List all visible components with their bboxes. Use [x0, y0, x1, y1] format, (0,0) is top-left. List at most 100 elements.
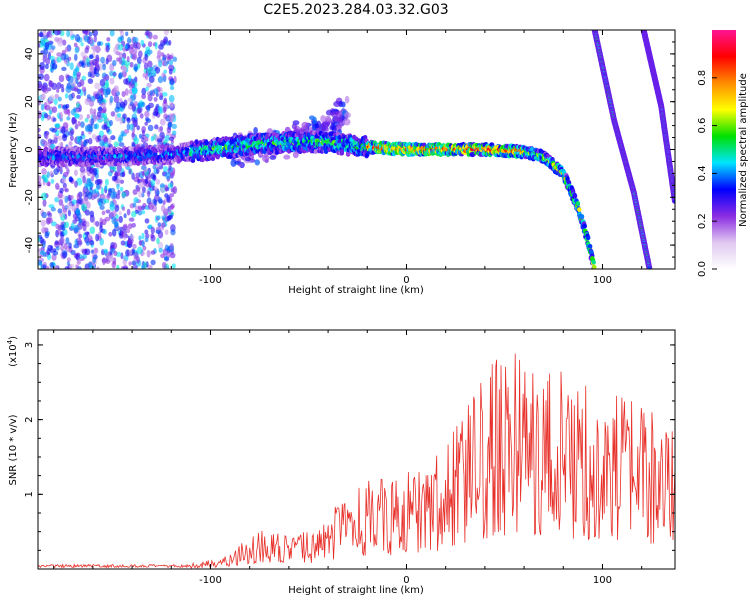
noise-blob [166, 126, 172, 134]
trace-blob [577, 207, 582, 213]
noise-blob [109, 187, 116, 193]
noise-blob [55, 123, 61, 129]
noise-blob [64, 46, 69, 52]
noise-blob [64, 266, 70, 269]
noise-blob [62, 171, 69, 178]
noise-blob [112, 71, 117, 77]
noise-blob [171, 130, 177, 136]
noise-blob [171, 263, 176, 269]
noise-blob [168, 206, 172, 215]
noise-blob [38, 99, 42, 106]
noise-blob [99, 204, 105, 211]
noise-blob [169, 114, 175, 122]
noise-blob [102, 134, 108, 142]
noise-blob [134, 66, 138, 73]
branch-blob [283, 154, 291, 160]
noise-blob [58, 111, 63, 120]
noise-blob [116, 183, 120, 190]
noise-blob [143, 62, 149, 70]
noise-blob [54, 240, 59, 246]
noise-blob [144, 178, 148, 185]
noise-blob [114, 204, 120, 212]
snr-multiplier-label: (x10 [8, 344, 19, 367]
noise-blob [122, 258, 127, 266]
trace-blob [160, 144, 165, 150]
noise-blob [87, 261, 93, 268]
noise-blob [118, 57, 123, 65]
noise-blob [47, 244, 53, 252]
noise-blob [123, 213, 127, 219]
noise-blob [59, 187, 64, 194]
noise-blob [136, 184, 140, 192]
noise-blob [138, 190, 143, 198]
branch-blob [318, 124, 326, 132]
noise-blob [61, 177, 67, 183]
trace-blob [575, 201, 581, 206]
noise-blob [113, 141, 119, 148]
noise-blob [138, 235, 142, 241]
noise-blob [65, 103, 70, 109]
noise-blob [116, 112, 122, 118]
noise-blob [119, 30, 123, 34]
noise-blob [157, 241, 164, 250]
noise-blob [159, 118, 166, 126]
noise-blob [101, 210, 106, 216]
noise-blob [43, 38, 49, 44]
noise-blob [126, 56, 130, 62]
noise-blob [108, 231, 113, 237]
noise-blob [81, 131, 85, 136]
noise-blob [118, 210, 122, 216]
noise-blob [169, 252, 176, 259]
noise-blob [126, 123, 131, 131]
noise-blob [146, 49, 153, 55]
noise-blob [85, 197, 89, 205]
noise-blob [99, 238, 104, 246]
noise-blob [77, 120, 81, 127]
trace-blob [200, 157, 205, 163]
noise-blob [109, 203, 115, 211]
noise-blob [132, 188, 138, 196]
noise-blob [166, 215, 171, 222]
noise-blob [162, 38, 168, 44]
noise-blob [94, 82, 101, 90]
noise-blob [61, 251, 68, 259]
noise-blob [141, 232, 145, 240]
branch-blob [312, 116, 318, 125]
branch-blob [230, 159, 237, 167]
noise-blob [71, 81, 76, 88]
noise-blob [144, 110, 150, 118]
noise-blob [155, 178, 161, 185]
noise-blob [121, 90, 126, 98]
noise-blob [119, 101, 126, 109]
noise-blob [118, 142, 125, 147]
noise-blob [58, 135, 63, 141]
noise-blob [73, 85, 79, 92]
noise-blob [147, 124, 154, 132]
noise-blob [41, 139, 46, 145]
noise-blob [89, 36, 94, 45]
noise-blob [109, 191, 116, 200]
noise-blob [125, 249, 130, 257]
noise-blob [76, 135, 81, 144]
noise-blob [82, 175, 86, 184]
noise-blob [129, 234, 135, 240]
noise-blob [102, 106, 107, 114]
noise-blob [87, 124, 93, 132]
noise-blob [144, 237, 149, 243]
noise-blob [136, 246, 143, 255]
noise-blob [160, 39, 164, 47]
noise-blob [93, 108, 97, 115]
noise-blob [38, 73, 44, 80]
noise-blob [92, 45, 97, 53]
noise-blob [92, 189, 97, 195]
noise-blob [56, 52, 63, 57]
noise-blob [127, 223, 133, 230]
colorbar-tick-label: 0.8 [697, 70, 708, 86]
snr-x-tick-label: 100 [593, 575, 612, 586]
noise-blob [99, 88, 104, 94]
noise-blob [145, 118, 152, 123]
noise-blob [87, 78, 94, 84]
noise-blob [150, 226, 155, 234]
noise-blob [170, 229, 176, 236]
noise-blob [61, 87, 65, 93]
